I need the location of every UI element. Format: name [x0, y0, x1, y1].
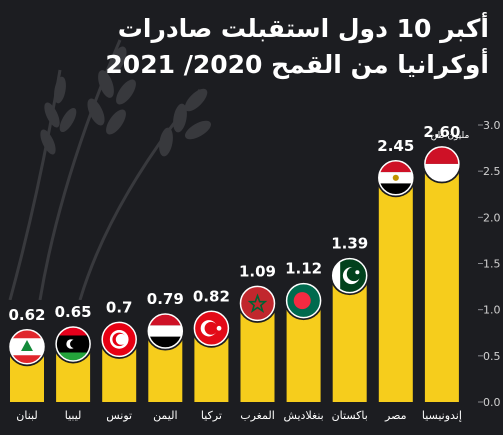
bar-group: 1.09 المغرب — [238, 262, 277, 422]
bar-group: 0.82 تركيا — [191, 287, 231, 422]
bar-group: 1.39 باكستان — [330, 235, 370, 422]
category-label: بنغلاديش — [283, 409, 323, 422]
tunisia-flag-icon — [99, 319, 139, 359]
category-label: باكستان — [332, 409, 368, 422]
category-label: تونس — [106, 409, 132, 422]
bar-group: 0.79 اليمن — [145, 290, 185, 422]
value-label: 0.7 — [106, 298, 133, 316]
bar-group: 0.65 ليبيا — [53, 303, 93, 422]
indonesia-flag-icon — [422, 144, 462, 184]
title-line-2: أوكرانيا من القمح 2020/ 2021 — [105, 50, 489, 79]
pakistan-flag-icon — [330, 256, 370, 296]
value-label: 1.12 — [285, 260, 322, 278]
bar-group: 0.7 تونس — [99, 298, 139, 422]
bar-group: 0.62 لبنان — [7, 306, 47, 422]
value-label: 0.65 — [55, 303, 92, 321]
value-label: 0.82 — [193, 287, 230, 305]
yemen-flag-icon — [145, 311, 185, 351]
wheat-decoration-icon — [8, 39, 211, 300]
turkey-flag-icon — [191, 308, 231, 348]
value-label: 1.09 — [239, 262, 276, 280]
bar — [378, 175, 413, 402]
bar-group: 2.45 مصر — [376, 137, 416, 422]
bar-group: 2.60 إندونيسيا — [422, 123, 462, 422]
bar — [424, 161, 459, 402]
libya-flag-icon — [53, 324, 93, 364]
value-label: 0.79 — [147, 290, 184, 308]
y-tick-label: 2.5 — [483, 165, 501, 178]
category-label: تركيا — [201, 409, 222, 422]
value-label: 1.39 — [331, 235, 368, 253]
category-label: مصر — [384, 409, 407, 422]
title-line-1: أكبر 10 دول استقبلت صادرات — [117, 14, 489, 43]
bangladesh-flag-icon — [284, 281, 324, 321]
category-label: لبنان — [16, 409, 37, 422]
y-tick-label: 1.0 — [483, 304, 501, 317]
value-label: 0.62 — [8, 306, 45, 324]
category-label: اليمن — [153, 409, 177, 422]
morocco-flag-icon — [238, 283, 277, 323]
y-tick-label: 2.0 — [483, 211, 501, 224]
y-tick-label: 3.0 — [483, 119, 501, 132]
y-tick-label: 0.0 — [483, 396, 501, 409]
category-label: المغرب — [240, 409, 275, 422]
unit-label: مليون طن — [431, 131, 470, 141]
bar-group: 1.12 بنغلاديش — [283, 260, 323, 422]
value-label: 2.60 — [423, 123, 460, 141]
y-tick-label: 0.5 — [483, 350, 501, 363]
category-label: إندونيسيا — [422, 409, 462, 422]
value-label: 2.45 — [377, 137, 414, 155]
lebanon-flag-icon — [7, 327, 47, 367]
y-tick-label: 1.5 — [483, 258, 501, 271]
egypt-flag-icon — [376, 158, 416, 198]
category-label: ليبيا — [65, 409, 82, 422]
